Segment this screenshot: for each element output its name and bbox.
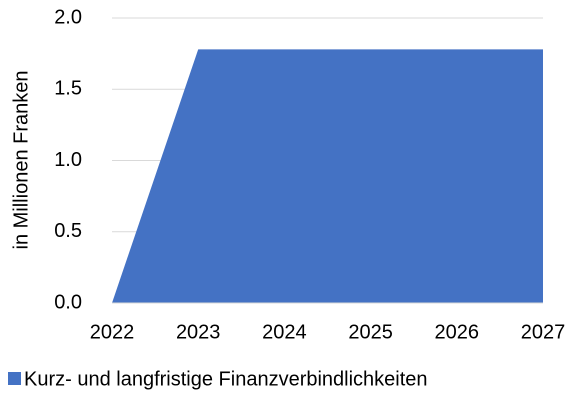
y-tick-label: 0.0	[54, 291, 82, 313]
y-axis-label: in Millionen Franken	[10, 71, 32, 250]
y-tick-label: 1.0	[54, 149, 82, 171]
area	[112, 49, 543, 303]
legend-label: Kurz- und langfristige Finanzverbindlich…	[24, 368, 428, 390]
y-tick-label: 1.5	[54, 78, 82, 100]
x-tick-label: 2023	[176, 321, 221, 343]
x-tick-label: 2026	[435, 321, 480, 343]
y-tick-label: 2.0	[54, 6, 82, 28]
x-tick-label: 2024	[262, 321, 307, 343]
y-tick-label: 0.5	[54, 220, 82, 242]
x-tick-label: 2027	[521, 321, 566, 343]
x-tick-label: 2025	[348, 321, 393, 343]
x-tick-label: 2022	[90, 321, 135, 343]
legend-swatch	[8, 372, 21, 385]
